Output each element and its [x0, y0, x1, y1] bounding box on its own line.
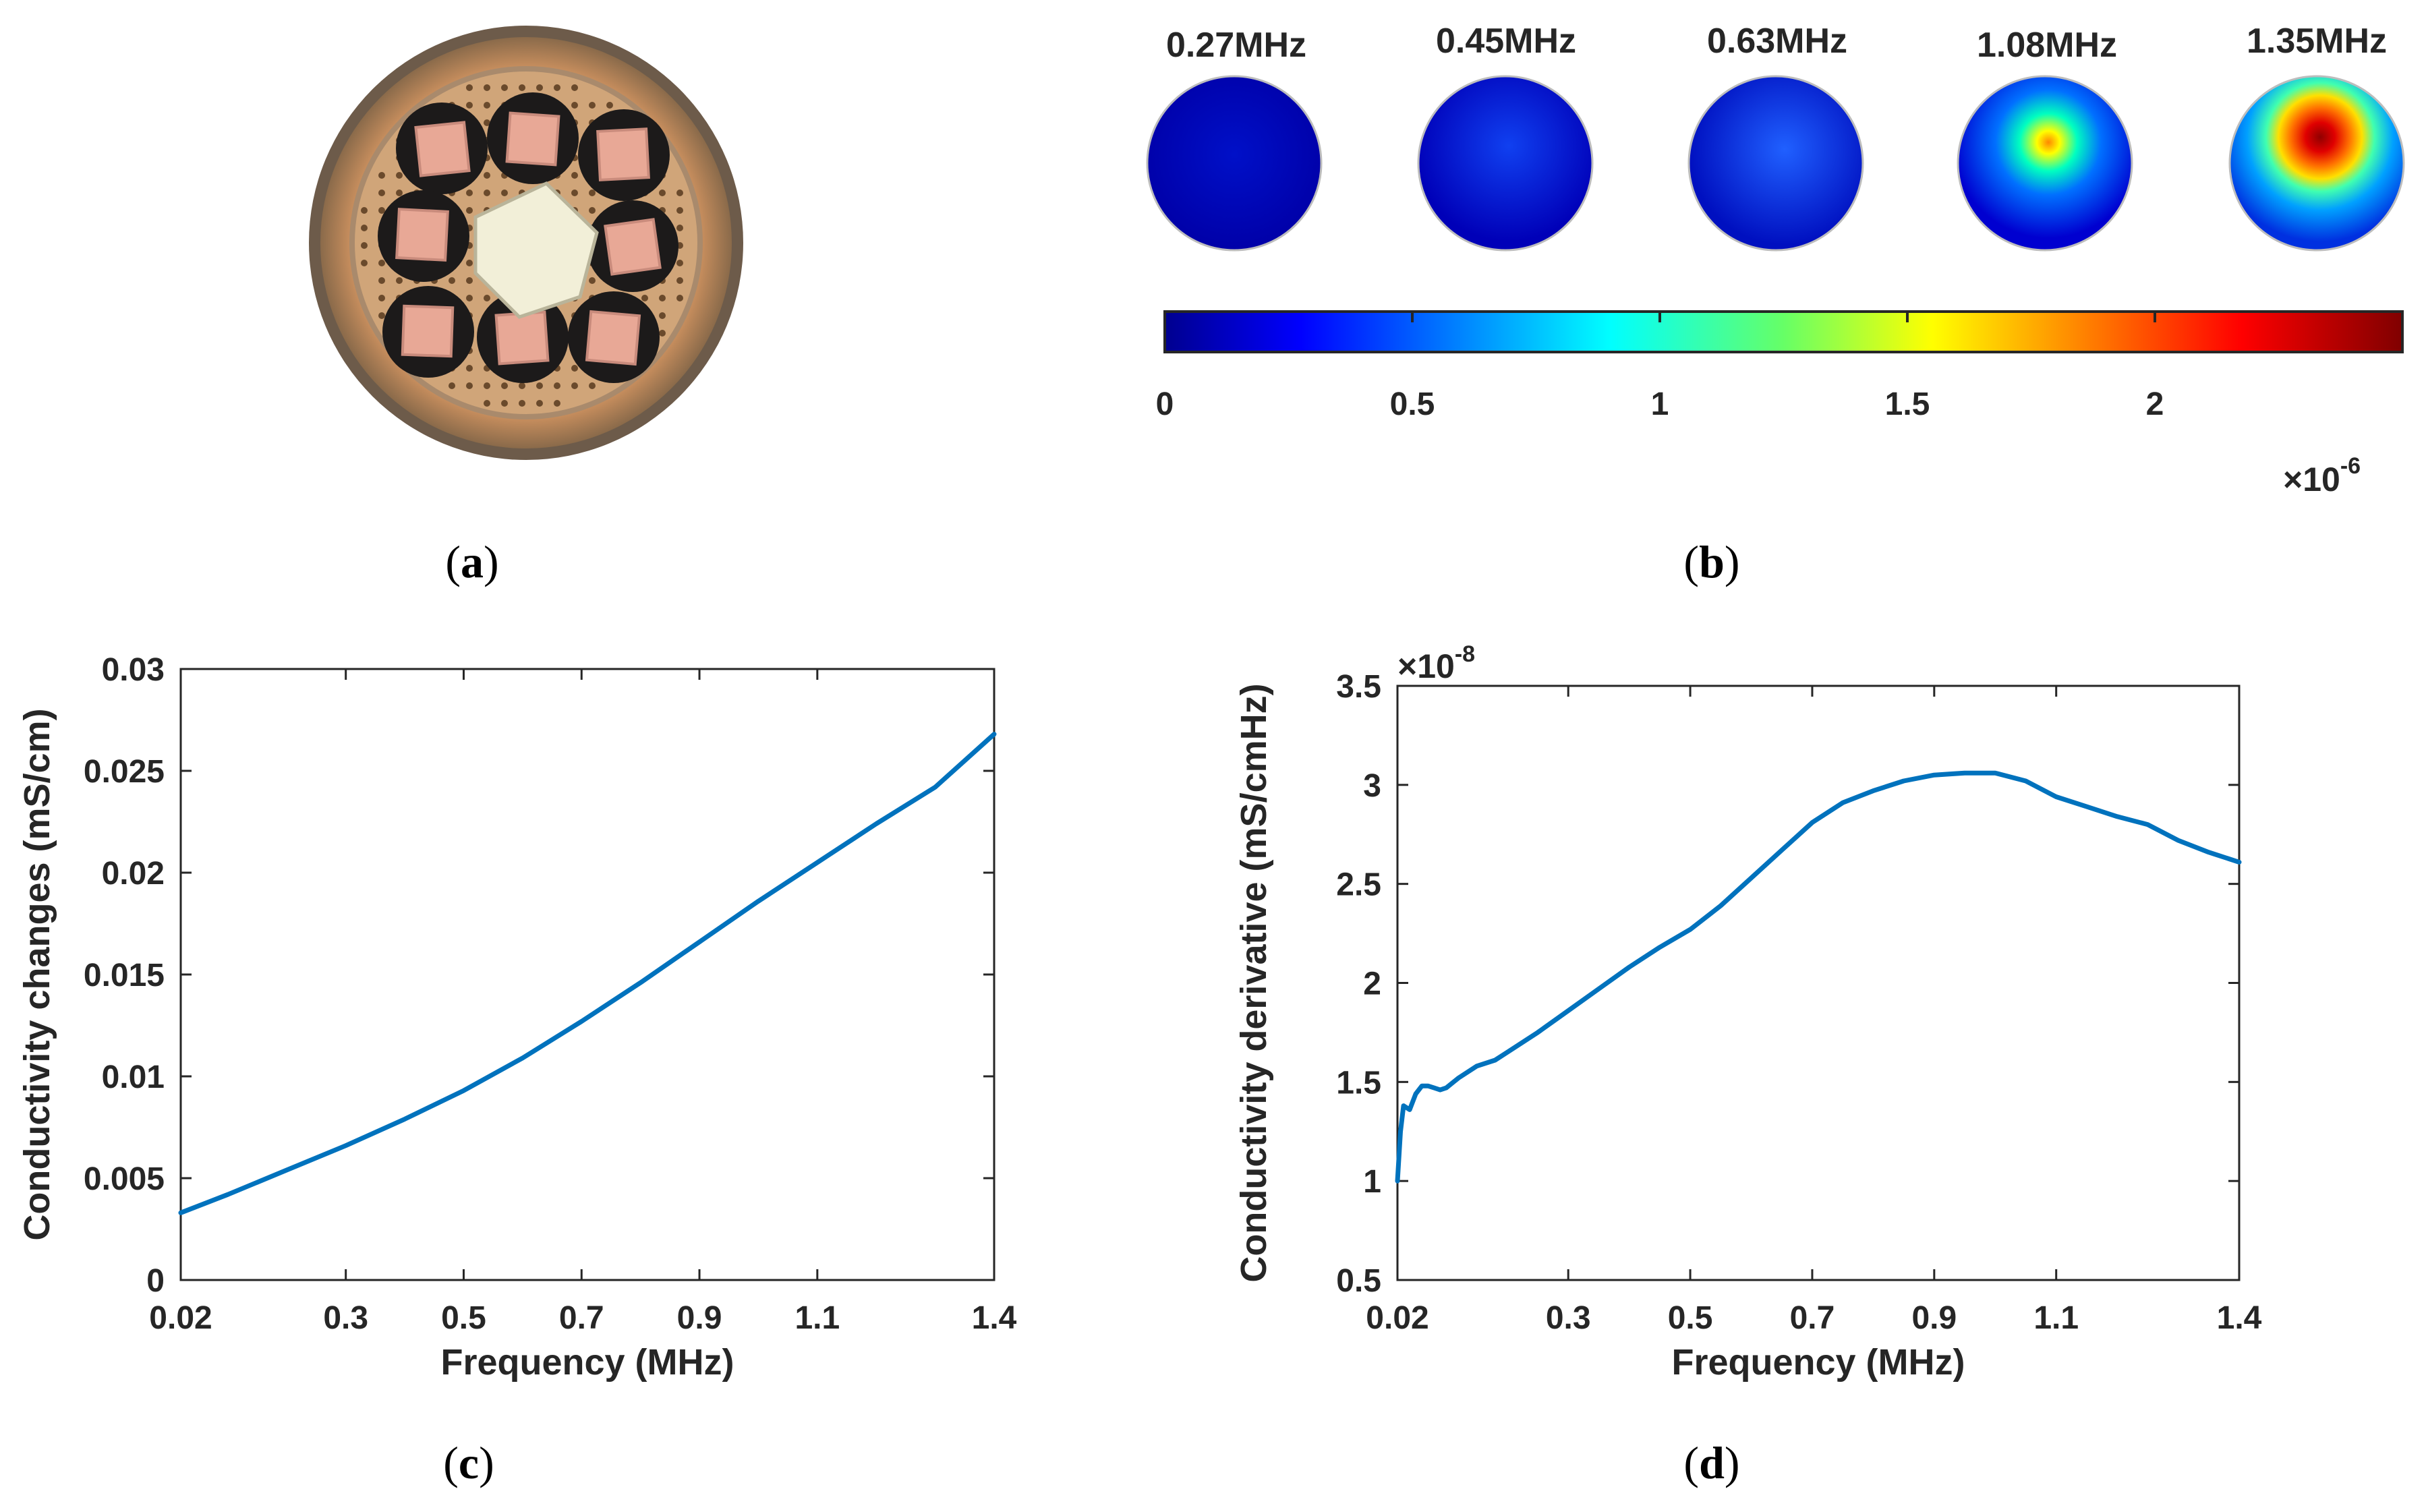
x-tick-label: 0.5 [441, 1300, 486, 1336]
recon-image-1 [1146, 75, 1323, 252]
x-tick-label: 1.4 [2217, 1300, 2262, 1336]
chart-conductivity-changes: 0.02 0.3 0.5 0.7 0.9 1.1 1.4 0 0.005 0.01 0.015 0.0… [17, 652, 1017, 1383]
y-axis-multiplier: ×10-8 [1397, 641, 1475, 685]
tissue-sample [473, 181, 599, 319]
panel-a: (a) [309, 26, 743, 587]
colorbar-tick-label: 0.5 [1390, 386, 1435, 422]
panel-d-caption: (d) [1683, 1437, 1739, 1488]
x-tick-label: 0.3 [1546, 1300, 1591, 1336]
colorbar-tick-label: 1.5 [1885, 386, 1930, 422]
y-tick-label: 0.005 [84, 1161, 165, 1197]
recon-image-2 [1417, 75, 1594, 252]
colorbar [1163, 310, 2404, 353]
freq-label-3: 0.63MHz [1707, 22, 1847, 61]
x-tick-label: 1.1 [795, 1300, 840, 1336]
y-tick-label: 0.02 [102, 856, 165, 892]
recon-image-4 [1957, 75, 2133, 252]
electrode-pads [395, 111, 662, 366]
y-tick-label: 0.025 [84, 754, 165, 790]
y-tick-label: 0.5 [1336, 1263, 1381, 1299]
y-tick-label: 0 [146, 1263, 165, 1299]
electrode-array-photo [309, 26, 743, 460]
recon-image-5 [2228, 75, 2405, 252]
recon-image-3 [1687, 75, 1864, 252]
panel-b-caption: (b) [1683, 536, 1739, 587]
freq-label-5: 1.35MHz [2247, 22, 2387, 61]
y-tick-label: 0.03 [102, 652, 165, 688]
plot-frame [1396, 685, 2241, 1281]
x-axis-label: Frequency (MHz) [440, 1342, 734, 1383]
chart-conductivity-derivative: 0.02 0.3 0.5 0.7 0.9 1.1 1.4 0.5 1 1.5 2 2.5 3 3.5 Fre… [1234, 641, 2262, 1383]
freq-label-1: 0.27MHz [1166, 26, 1306, 65]
colorbar-tick-label: 2 [2146, 386, 2164, 422]
plot-frame [179, 668, 995, 1281]
freq-label-4: 1.08MHz [1977, 26, 2117, 65]
x-axis-label: Frequency (MHz) [1671, 1342, 1965, 1383]
x-tick-label: 0.5 [1668, 1300, 1713, 1336]
x-tick-label: 0.3 [323, 1300, 368, 1336]
panel-a-caption: (a) [445, 536, 498, 587]
panel-c-caption: (c) [443, 1437, 494, 1488]
colorbar-multiplier: ×10-6 [2283, 453, 2361, 498]
y-axis-label: Conductivity derivative (mS/cmHz) [1234, 683, 1274, 1282]
panel-b: 0.27MHz 0.45MHz 0.63MHz 1.08MHz 1.35MHz … [1146, 22, 2405, 587]
colorbar-tick-label: 1 [1651, 386, 1669, 422]
x-tick-label: 0.9 [1911, 1300, 1957, 1336]
y-tick-label: 0.01 [102, 1059, 165, 1095]
y-tick-label: 2 [1363, 966, 1381, 1002]
x-tick-label: 0.9 [677, 1300, 722, 1336]
y-tick-label: 3 [1363, 768, 1381, 804]
x-tick-label: 0.7 [1790, 1300, 1835, 1336]
y-tick-label: 1.5 [1336, 1065, 1381, 1101]
x-tick-label: 0.02 [149, 1300, 212, 1336]
series-line [1395, 770, 2242, 1184]
x-tick-label: 1.4 [972, 1300, 1017, 1336]
y-tick-label: 0.015 [84, 958, 165, 993]
x-tick-label: 1.1 [2033, 1300, 2079, 1336]
colorbar-ticks: 0 0.5 1 1.5 2 [1156, 312, 2164, 422]
x-tick-label: 0.7 [559, 1300, 604, 1336]
series-line [178, 732, 997, 1215]
freq-label-2: 0.45MHz [1436, 22, 1576, 61]
y-axis-label: Conductivity changes (mS/cm) [17, 708, 57, 1240]
x-tick-label: 0.02 [1366, 1300, 1428, 1336]
y-tick-label: 1 [1363, 1164, 1381, 1200]
y-tick-label: 2.5 [1336, 867, 1381, 903]
colorbar-tick-label: 0 [1156, 386, 1174, 422]
y-tick-label: 3.5 [1336, 669, 1381, 705]
